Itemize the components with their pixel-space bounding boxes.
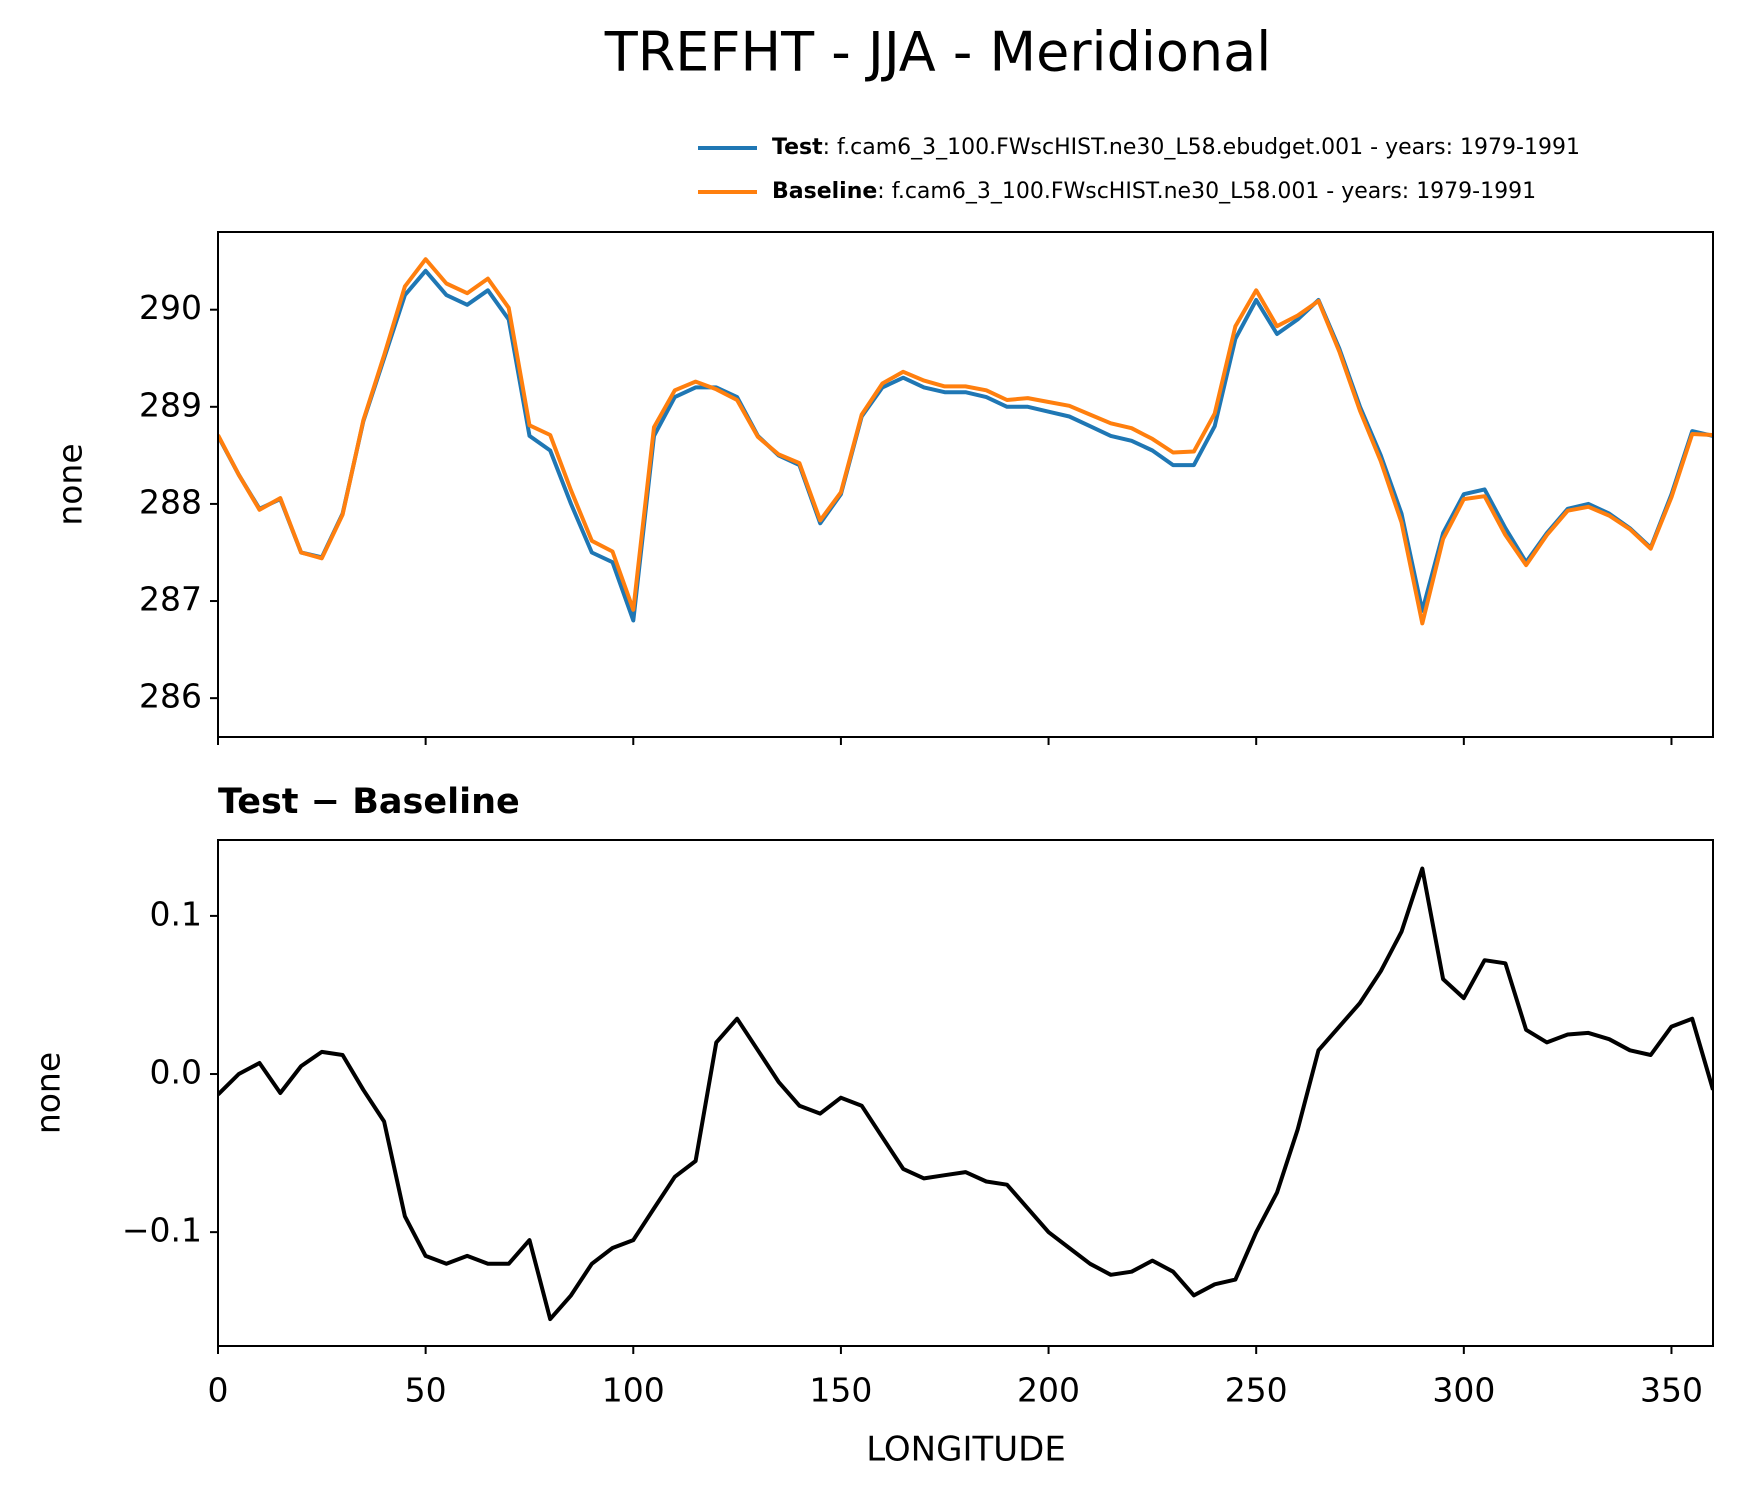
x-tick-label: 350 — [1640, 1371, 1703, 1410]
legend-label: : f.cam6_3_100.FWscHIST.ne30_L58.ebudget… — [823, 135, 1580, 160]
data-line — [218, 866, 1713, 1322]
x-tick-label: 250 — [1225, 1371, 1288, 1410]
axes-frame — [217, 839, 1714, 1347]
x-tick-label: 100 — [602, 1371, 665, 1410]
x-axis-label: LONGITUDE — [866, 1430, 1066, 1470]
x-tick-label: 0 — [208, 1371, 229, 1410]
y-tick-label: 289 — [139, 385, 202, 424]
legend-name: Test — [772, 135, 823, 160]
y-tick-label: 0.1 — [150, 894, 202, 933]
legend-entry: Test: f.cam6_3_100.FWscHIST.ne30_L58.ebu… — [772, 135, 1580, 160]
y-axis-label: none — [29, 1052, 68, 1134]
plot-area — [218, 257, 1713, 626]
legend-entry: Baseline: f.cam6_3_100.FWscHIST.ne30_L58… — [772, 179, 1536, 204]
y-tick-label: 287 — [139, 580, 202, 619]
plot-area — [218, 866, 1713, 1322]
legend-label: : f.cam6_3_100.FWscHIST.ne30_L58.001 - y… — [877, 179, 1536, 204]
y-tick-label: 0.0 — [150, 1053, 202, 1092]
y-tick-label: 290 — [139, 288, 202, 327]
subplot-title: Test − Baseline — [218, 782, 520, 822]
y-tick-label: 286 — [139, 677, 202, 716]
x-tick-label: 50 — [405, 1371, 447, 1410]
data-line — [218, 268, 1713, 623]
x-tick-label: 150 — [809, 1371, 872, 1410]
x-tick-label: 300 — [1432, 1371, 1495, 1410]
data-line — [218, 257, 1713, 626]
x-tick-label: 200 — [1017, 1371, 1080, 1410]
y-tick-label: −0.1 — [122, 1211, 202, 1250]
axes-frame — [217, 231, 1714, 738]
legend-name: Baseline — [772, 179, 877, 204]
chart-title: TREFHT - JJA - Meridional — [604, 21, 1271, 84]
y-axis-label: none — [51, 443, 90, 525]
y-tick-label: 288 — [139, 482, 202, 521]
